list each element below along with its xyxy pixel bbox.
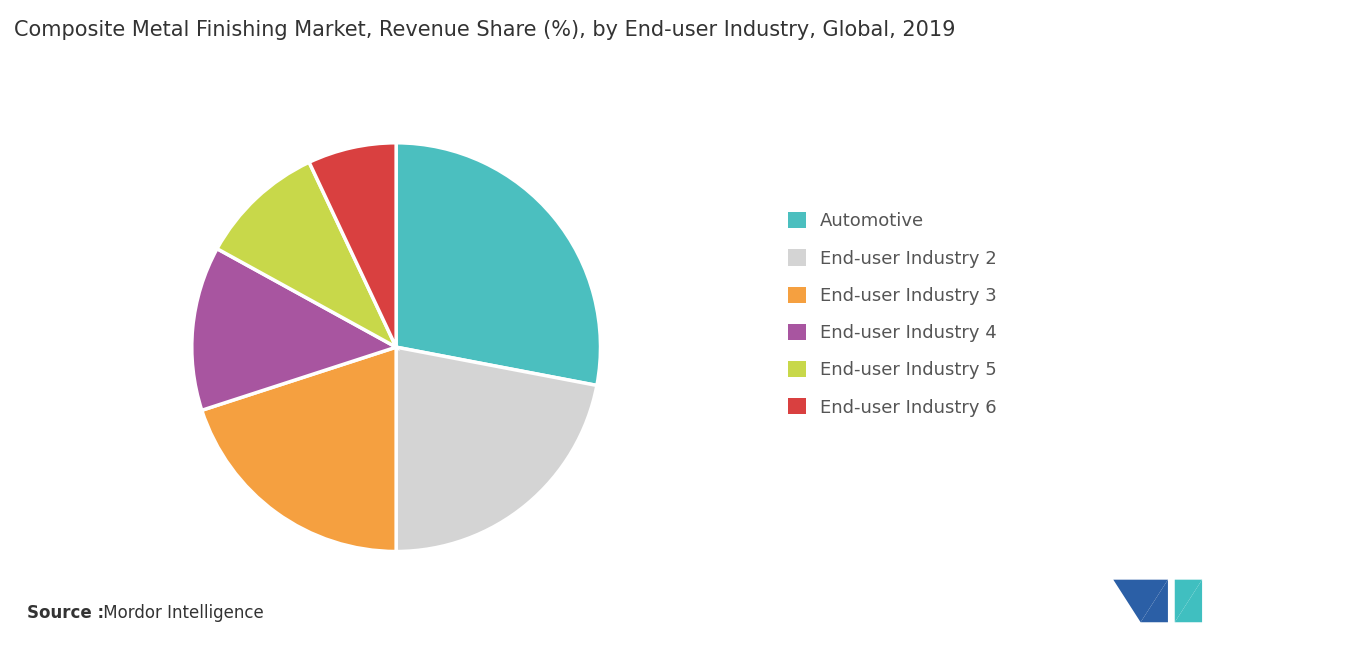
Wedge shape [202,347,396,552]
Text: Composite Metal Finishing Market, Revenue Share (%), by End-user Industry, Globa: Composite Metal Finishing Market, Revenu… [14,20,955,40]
Wedge shape [309,143,396,347]
Legend: Automotive, End-user Industry 2, End-user Industry 3, End-user Industry 4, End-u: Automotive, End-user Industry 2, End-use… [788,212,997,417]
Polygon shape [1141,580,1168,622]
Text: Source :: Source : [27,605,104,622]
Polygon shape [1175,580,1202,622]
Wedge shape [396,347,597,552]
Wedge shape [217,162,396,347]
Wedge shape [191,249,396,410]
Text: Mordor Intelligence: Mordor Intelligence [98,605,264,622]
Polygon shape [1175,580,1202,622]
Wedge shape [396,143,601,385]
Polygon shape [1113,580,1168,622]
